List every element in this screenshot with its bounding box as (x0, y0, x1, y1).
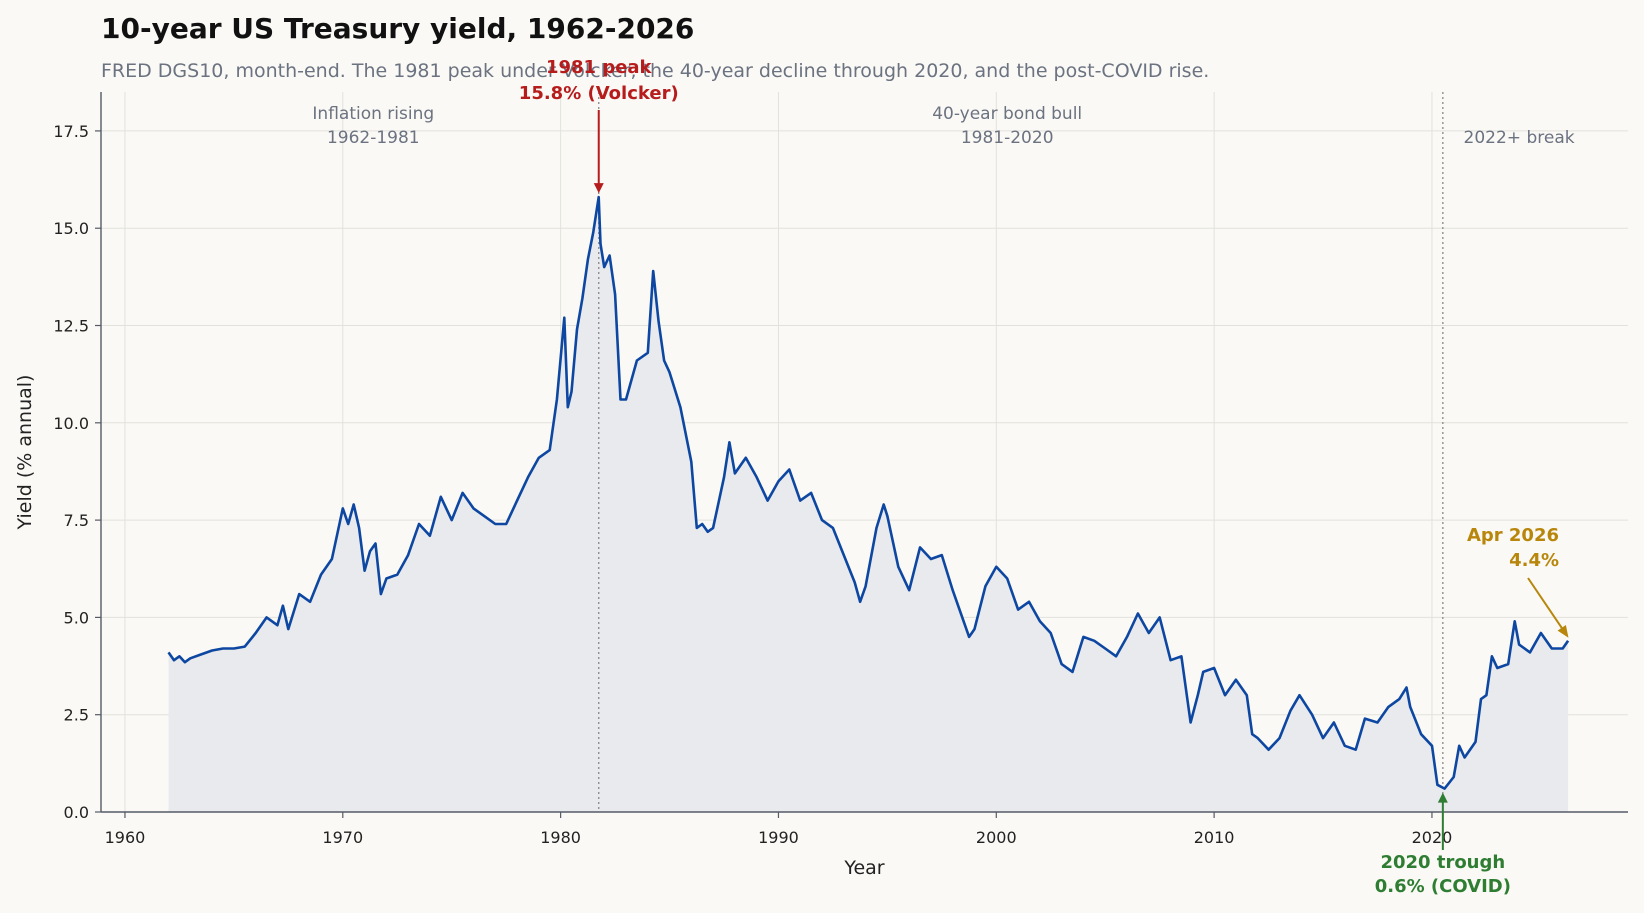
x-tick-label: 1970 (322, 828, 363, 847)
series-area-fill (168, 197, 1569, 813)
chart-subtitle: FRED DGS10, month-end. The 1981 peak und… (101, 60, 1209, 82)
annotations: 1981 peak 15.8% (Volcker) 2020 trough 0.… (519, 57, 1569, 897)
era-labels: Inflation rising 1962-1981 40-year bond … (312, 104, 1574, 148)
x-axis-label: Year (843, 857, 884, 879)
line-layer (167, 195, 1570, 790)
era-label-bond-bull: 40-year bond bull (932, 104, 1082, 124)
y-axis-label: Yield (% annual) (14, 375, 36, 531)
y-tick-label: 5.0 (64, 608, 89, 627)
y-tick-label: 15.0 (53, 219, 89, 238)
era-years-inflation: 1962-1981 (327, 128, 420, 148)
era-label-break: 2022+ break (1464, 128, 1575, 148)
latest-annotation-value: 4.4% (1509, 550, 1559, 571)
axes (100, 92, 1628, 813)
era-label-inflation: Inflation rising (312, 104, 434, 124)
chart-title: 10-year US Treasury yield, 1962-2026 (101, 12, 694, 45)
y-tick-label: 0.0 (64, 803, 89, 822)
latest-arrow-shaft (1527, 577, 1566, 634)
y-tick-label: 7.5 (64, 511, 89, 530)
y-tick-label: 2.5 (64, 706, 89, 725)
x-tick-label: 2020 (1412, 828, 1453, 847)
peak-arrow-head (593, 183, 604, 194)
peak-annotation-value: 15.8% (Volcker) (519, 83, 679, 104)
x-tick-label: 2010 (1194, 828, 1235, 847)
x-tick-label: 1960 (105, 828, 146, 847)
y-tick-label: 10.0 (53, 414, 89, 433)
series-line-yield (167, 195, 1570, 790)
peak-annotation-title: 1981 peak (546, 57, 653, 78)
trough-annotation-title: 2020 trough (1380, 852, 1505, 873)
trough-arrow-head (1437, 792, 1448, 803)
x-tick-label: 1990 (758, 828, 799, 847)
area-layer (168, 197, 1569, 813)
x-tick-label: 2000 (976, 828, 1017, 847)
trough-annotation-value: 0.6% (COVID) (1375, 876, 1511, 897)
latest-arrow-head (1557, 624, 1569, 638)
y-tick-label: 17.5 (53, 122, 89, 141)
era-years-bond-bull: 1981-2020 (961, 128, 1054, 148)
latest-annotation-title: Apr 2026 (1467, 525, 1559, 546)
x-tick-label: 1980 (540, 828, 581, 847)
y-tick-label: 12.5 (53, 317, 89, 336)
